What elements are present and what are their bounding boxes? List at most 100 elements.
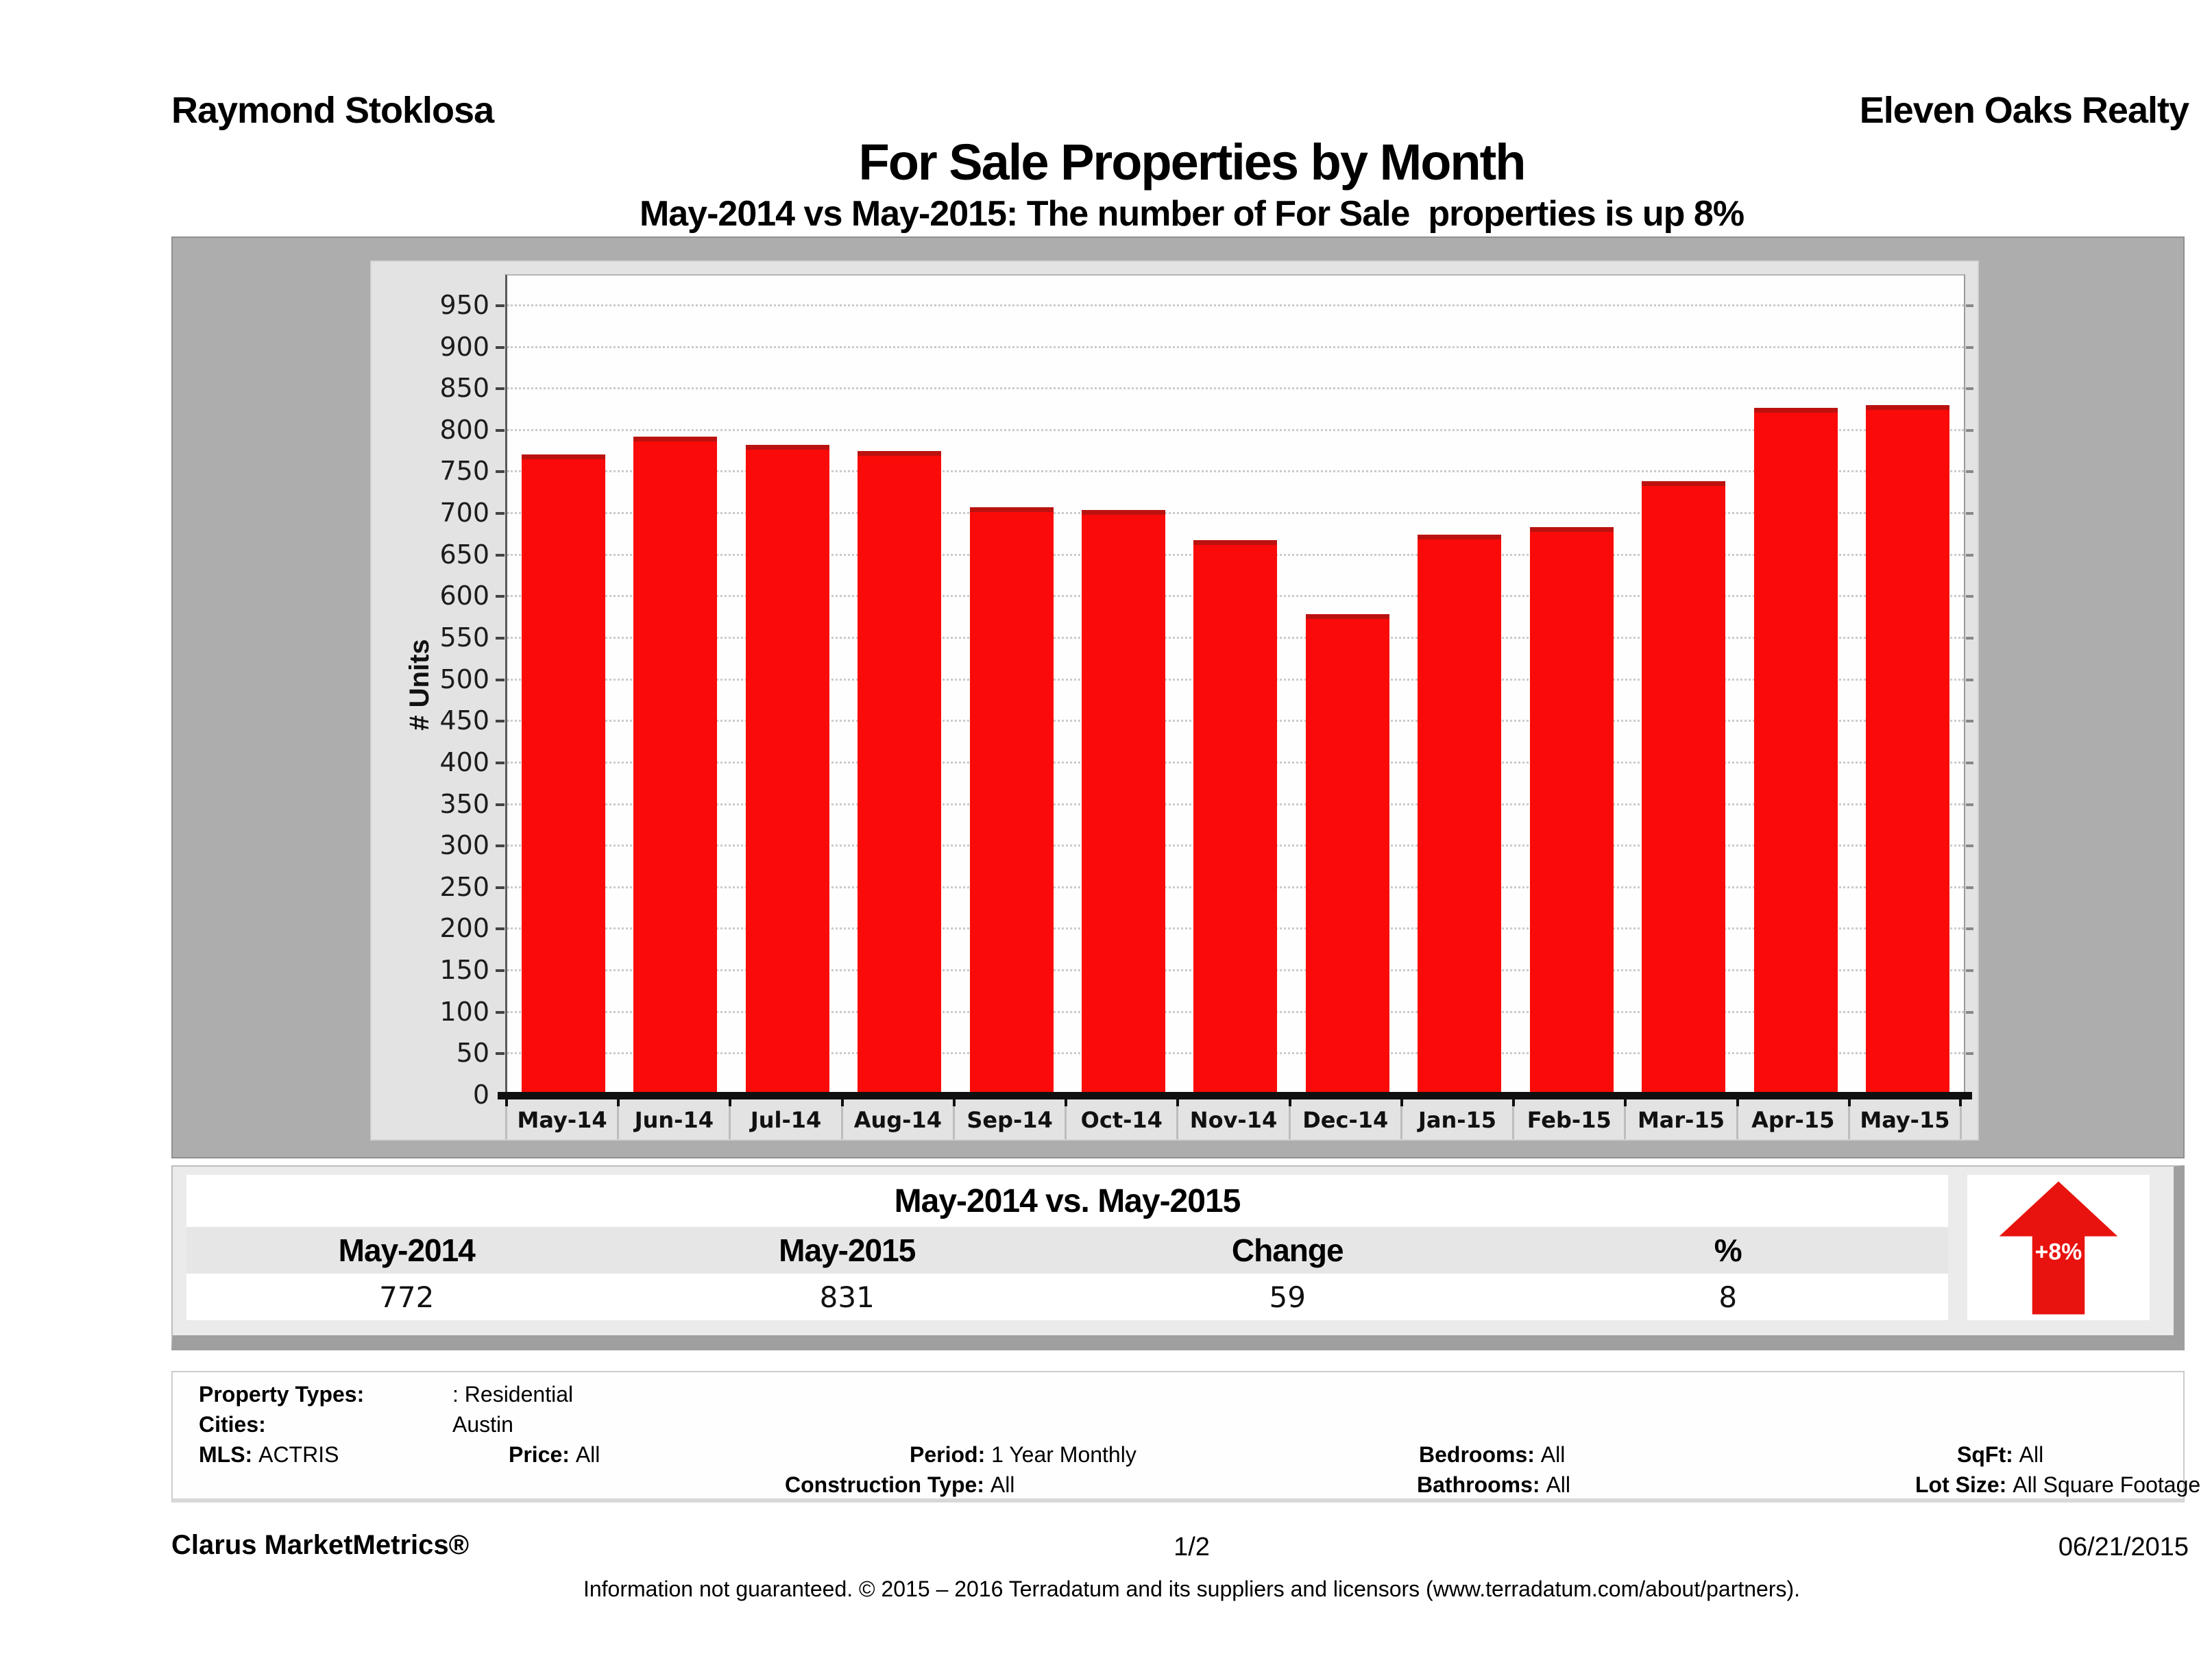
agent-name: Raymond Stoklosa: [171, 90, 494, 131]
param-label: Lot Size:: [1915, 1472, 2013, 1497]
summary-band: May-2014 vs. May-2015 May-2014 May-2015 Ch…: [171, 1165, 2185, 1350]
y-tick-label: 500: [439, 664, 489, 694]
param-pair: Construction Type: All: [785, 1472, 1014, 1498]
param-value: All: [1540, 1442, 1566, 1467]
param-value: : Residential: [452, 1382, 574, 1407]
footer-date: 06/21/2015: [2058, 1533, 2189, 1561]
parameters-panel: Property Types: : Residential Cities: Au…: [171, 1371, 2200, 1503]
gridline: [496, 428, 1973, 432]
y-tick-label: 750: [439, 456, 489, 487]
y-tick-label: 400: [439, 746, 489, 777]
param-label: MLS:: [199, 1442, 259, 1467]
x-tick-label: Jun-14: [617, 1098, 729, 1139]
footer-brand: Clarus MarketMetrics®: [171, 1530, 470, 1560]
bar-series: [507, 276, 1964, 1096]
param-row-cities: Cities: Austin: [173, 1412, 2183, 1439]
param-pair: SqFt: All: [1957, 1442, 2043, 1468]
bar-Jul-14: [745, 445, 829, 1096]
x-tick-label: May-15: [1847, 1098, 1962, 1139]
param-label: Construction Type:: [785, 1472, 990, 1497]
param-value: All Square Footage: [2013, 1472, 2201, 1497]
summary-value: 831: [819, 1280, 875, 1314]
y-tick-label: 600: [439, 581, 489, 611]
bar-Oct-14: [1081, 510, 1165, 1096]
param-value: All: [1546, 1472, 1571, 1497]
page-subtitle: May-2014 vs May-2015: The number of For …: [639, 194, 1745, 234]
summary-value: 8: [1718, 1280, 1738, 1314]
x-tick-label: Jul-14: [729, 1098, 840, 1139]
y-tick-label: 300: [439, 830, 489, 861]
param-label: Bedrooms:: [1419, 1442, 1541, 1467]
bar-Nov-14: [1193, 539, 1278, 1096]
y-tick-label: 100: [439, 996, 489, 1027]
y-tick-label: 850: [439, 373, 489, 404]
y-tick-label: 200: [439, 913, 489, 944]
summary-column-header: May-2014: [338, 1232, 476, 1268]
y-tick-label: 550: [439, 622, 489, 653]
x-tick-label: Feb-15: [1512, 1098, 1624, 1139]
y-tick-label: 450: [439, 705, 489, 736]
x-tick-label: Sep-14: [952, 1098, 1065, 1139]
x-tick-label: Jan-15: [1400, 1098, 1512, 1139]
bar-Sep-14: [969, 507, 1054, 1096]
bar-May-15: [1866, 405, 1950, 1096]
param-label: Bathrooms:: [1417, 1472, 1546, 1497]
x-tick-label: Aug-14: [840, 1098, 953, 1139]
summary-table-value-row: 772 831 59 8: [186, 1274, 1948, 1320]
param-row-3: MLS: ACTRIS Price: All Period: 1 Year Mont…: [173, 1442, 2183, 1470]
up-arrow-icon: +8%: [1999, 1180, 2118, 1315]
param-label: Cities:: [199, 1412, 266, 1437]
param-row-4: Construction Type: All Bathrooms: All Lot …: [173, 1472, 2200, 1500]
bar-Aug-14: [858, 450, 942, 1096]
y-tick-label: 650: [439, 539, 489, 570]
summary-column-header: Change: [1231, 1232, 1344, 1268]
gridline: [496, 512, 1973, 515]
y-axis-labels: 0 50 100 150 200 250 300 350 400 450 500 550 600 650 7…: [372, 274, 489, 1108]
gridline: [496, 304, 1973, 307]
param-label: Property Types:: [199, 1382, 365, 1407]
param-pair: Bathrooms: All: [1417, 1472, 1570, 1498]
param-value: 1 Year Monthly: [991, 1442, 1137, 1467]
param-value: All: [2019, 1442, 2044, 1467]
y-tick-label: 0: [472, 1080, 489, 1110]
x-tick-label: Apr-15: [1736, 1098, 1848, 1139]
plot-area: [496, 274, 1973, 1099]
x-axis-labels: May-14 Jun-14 Jul-14 Aug-14 Sep-14 Oct-14 Nov-…: [505, 1098, 1962, 1139]
bar-Feb-15: [1529, 527, 1614, 1096]
summary-table-header-row: May-2014 May-2015 Change%: [186, 1227, 1948, 1274]
x-tick-label: May-14: [505, 1098, 617, 1139]
summary-column-header: %: [1714, 1232, 1742, 1268]
param-pair: Price: All: [509, 1442, 600, 1468]
bar-Jun-14: [633, 437, 718, 1096]
page-title: For Sale Properties by Month: [858, 134, 1527, 191]
param-pair: Period: 1 Year Monthly: [910, 1442, 1137, 1468]
param-label: SqFt:: [1957, 1442, 2019, 1467]
param-pair: Bedrooms: All: [1419, 1442, 1565, 1468]
chart-frame: # Units 0 50 100 150 200 250 300 350 400 450 500 55…: [171, 236, 2185, 1158]
summary-column-header: May-2015: [779, 1232, 916, 1268]
summary-value: 772: [379, 1280, 435, 1314]
param-value: Austin: [452, 1412, 513, 1437]
x-axis-baseline: [498, 1092, 1972, 1099]
x-tick-label: Oct-14: [1065, 1098, 1176, 1139]
company-name: Eleven Oaks Realty: [1859, 90, 2189, 131]
summary-value: 59: [1269, 1280, 1306, 1314]
y-tick-label: 950: [439, 289, 489, 320]
x-tick-label: Mar-15: [1624, 1098, 1736, 1139]
up-arrow-shape: [1999, 1180, 2118, 1315]
param-pair: Lot Size: All Square Footage: [1915, 1472, 2200, 1498]
chart-panel: # Units 0 50 100 150 200 250 300 350 400 450 500 55…: [370, 260, 1979, 1141]
bar-Dec-14: [1305, 613, 1389, 1096]
y-tick-label: 700: [439, 498, 489, 528]
bar-Jan-15: [1418, 535, 1502, 1096]
param-label: Period:: [910, 1442, 992, 1467]
param-pair: MLS: ACTRIS: [199, 1442, 339, 1468]
y-tick-label: 150: [439, 955, 489, 986]
y-tick-label: 250: [439, 871, 489, 902]
change-arrow-box: +8%: [1967, 1175, 2150, 1320]
y-tick-label: 800: [439, 414, 489, 445]
arrow-percent-label: +8%: [2035, 1239, 2082, 1265]
gridline: [496, 387, 1973, 391]
footer-disclaimer: Information not guaranteed. © 2015 – 201…: [583, 1577, 1801, 1601]
